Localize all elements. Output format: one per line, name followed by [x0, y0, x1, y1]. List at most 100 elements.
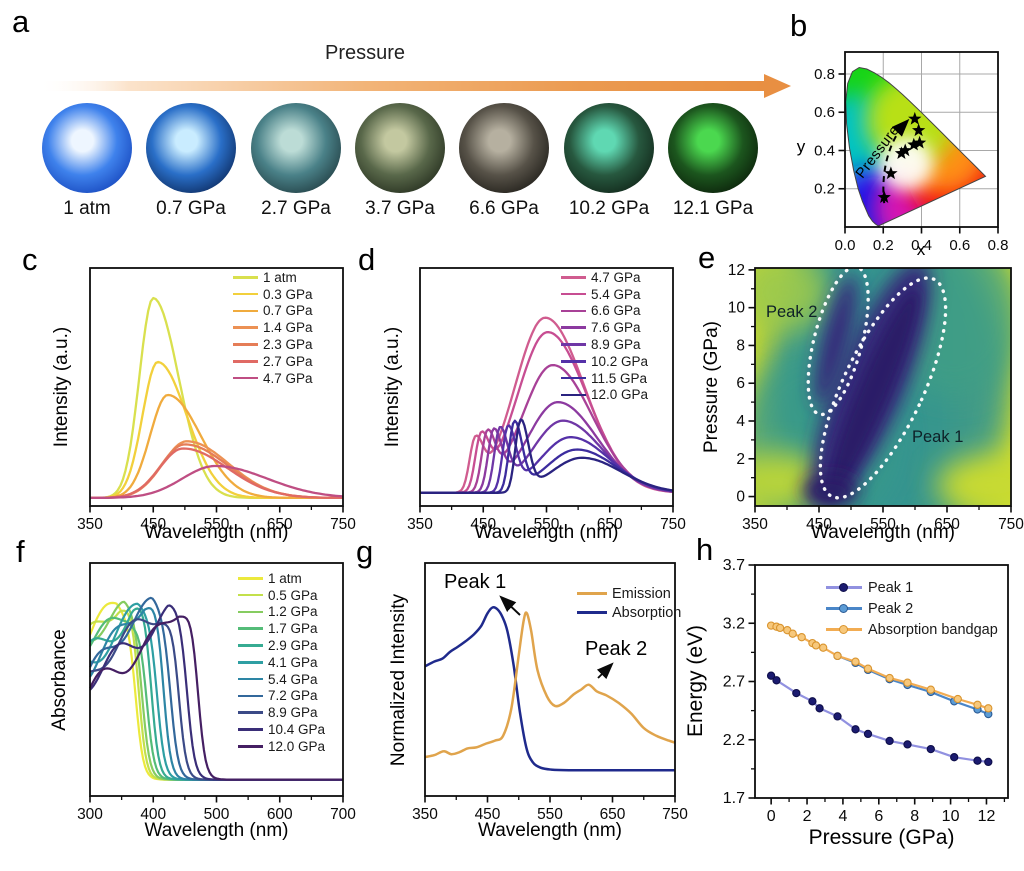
- legend-line-swatch: [233, 309, 258, 313]
- svg-text:400: 400: [140, 806, 166, 823]
- cie-chromaticity-chart: 0.0 0.2 0.4 0.6 0.8 0.2 0.4 0.6 0.8: [814, 51, 1009, 254]
- panel-d-x-axis-label: Wavelength (nm): [474, 522, 619, 543]
- cie-x-axis-label: x: [916, 240, 926, 259]
- cie-y-axis-label: y: [796, 137, 806, 156]
- legend-item: Emission: [577, 584, 681, 603]
- svg-text:3.2: 3.2: [723, 615, 745, 632]
- panel-h-legend: Peak 1 Peak 2 Absorption bandgap: [826, 577, 998, 640]
- panel-h-label: h: [696, 532, 714, 567]
- svg-text:300: 300: [77, 806, 103, 823]
- peak1-annotation: Peak 1: [444, 571, 507, 593]
- legend-line-swatch: [238, 577, 263, 580]
- legend-item: 1 atm: [233, 269, 313, 286]
- sample-photo: [355, 103, 445, 193]
- legend-line-swatch: [238, 644, 263, 647]
- svg-text:450: 450: [470, 516, 496, 533]
- svg-text:450: 450: [475, 806, 501, 823]
- svg-text:0: 0: [736, 489, 745, 506]
- legend-line-swatch: [561, 393, 586, 397]
- sample-photo: [42, 103, 132, 193]
- legend-item: 1 atm: [238, 570, 325, 587]
- emission-absorption-overlay-chart: 350 450 550 650 750: [412, 562, 688, 823]
- panel-d-label: d: [358, 242, 376, 277]
- panel-h-y-axis-label: Energy (eV): [684, 624, 707, 738]
- sample-photo: [564, 103, 654, 193]
- legend-line-swatch: [238, 627, 263, 631]
- panel-h-x-axis-label: Pressure (GPa): [808, 826, 955, 849]
- panel-e-y-axis-label: Pressure (GPa): [701, 321, 722, 453]
- legend-line-swatch: [233, 326, 258, 330]
- svg-text:550: 550: [537, 806, 563, 823]
- sample-label: 12.1 GPa: [672, 198, 754, 219]
- panel-d-y-axis-label: Intensity (a.u.): [382, 326, 403, 448]
- svg-text:650: 650: [600, 806, 626, 823]
- svg-text:0.0: 0.0: [835, 237, 856, 254]
- panel-c-label: c: [22, 242, 38, 277]
- sample-photo: [668, 103, 758, 193]
- svg-text:350: 350: [412, 806, 438, 823]
- panel-c-y-axis-label: Intensity (a.u.): [51, 326, 72, 448]
- svg-text:350: 350: [77, 516, 103, 533]
- legend-line-swatch: [238, 728, 263, 731]
- legend-line-swatch: [233, 343, 258, 346]
- heatmap-peak2-annotation: Peak 2: [766, 303, 818, 321]
- svg-text:350: 350: [742, 516, 768, 533]
- svg-text:750: 750: [660, 516, 686, 533]
- legend-item: Peak 2: [826, 598, 998, 619]
- svg-text:6: 6: [874, 808, 883, 825]
- svg-text:2: 2: [803, 808, 812, 825]
- panel-g-label: g: [356, 534, 374, 569]
- legend-item: 0.5 GPa: [238, 587, 325, 604]
- svg-text:2.7: 2.7: [723, 674, 745, 691]
- svg-text:0.6: 0.6: [814, 104, 835, 121]
- panel-b-label: b: [790, 8, 808, 43]
- svg-text:0: 0: [767, 808, 776, 825]
- heatmap-peak1-annotation: Peak 1: [912, 428, 964, 446]
- svg-text:750: 750: [330, 516, 356, 533]
- legend-line-swatch: [561, 326, 586, 330]
- legend-line-swatch: [561, 376, 586, 380]
- legend-line-swatch: [233, 360, 258, 363]
- legend-line-marker-swatch: [826, 624, 862, 635]
- sample-label: 2.7 GPa: [261, 198, 331, 219]
- sample-photo: [251, 103, 341, 193]
- legend-item: 11.5 GPa: [561, 370, 648, 387]
- legend-line-swatch: [233, 276, 258, 279]
- svg-text:12: 12: [728, 262, 745, 279]
- legend-item: 0.3 GPa: [233, 286, 313, 303]
- legend-line-marker-swatch: [826, 603, 862, 614]
- panel-g-legend: Emission Absorption: [577, 584, 681, 622]
- svg-text:0.8: 0.8: [988, 237, 1009, 254]
- svg-text:8: 8: [736, 337, 745, 354]
- svg-text:750: 750: [662, 806, 688, 823]
- svg-text:650: 650: [934, 516, 960, 533]
- legend-line-marker-swatch: [826, 582, 862, 593]
- panel-f-x-axis-label: Wavelength (nm): [144, 820, 289, 841]
- legend-item: 5.4 GPa: [238, 671, 325, 688]
- sample-label: 10.2 GPa: [568, 198, 650, 219]
- legend-item: 7.6 GPa: [561, 319, 648, 336]
- panel-c-x-axis-label: Wavelength (nm): [144, 522, 289, 543]
- sample-label: 3.7 GPa: [365, 198, 435, 219]
- legend-line-swatch: [561, 309, 586, 313]
- legend-item: Absorption bandgap: [826, 619, 998, 640]
- svg-text:0.2: 0.2: [873, 237, 894, 254]
- legend-line-swatch: [238, 745, 263, 748]
- legend-item: 8.9 GPa: [561, 336, 648, 353]
- legend-line-swatch: [577, 592, 607, 595]
- svg-text:700: 700: [330, 806, 356, 823]
- emission-spectra-low-pressure-chart: 350 450 550 650 750: [77, 267, 356, 533]
- pressure-arrow-label: Pressure: [324, 42, 406, 64]
- panel-d-legend: 4.7 GPa 5.4 GPa 6.6 GPa 7.6 GPa 8.9 GPa …: [561, 269, 648, 403]
- svg-text:550: 550: [870, 516, 896, 533]
- pressure-wavelength-heatmap: 350 450 550 650 750 0 2 4 6 8 10 12: [728, 262, 1024, 533]
- svg-text:2: 2: [736, 451, 745, 468]
- svg-text:650: 650: [597, 516, 623, 533]
- emission-spectra-high-pressure-chart: 350 450 550 650 750: [407, 267, 686, 533]
- panel-a-label: a: [12, 4, 30, 39]
- legend-line-swatch: [233, 292, 258, 296]
- pressure-arrow: [42, 74, 791, 98]
- svg-text:0.4: 0.4: [911, 237, 932, 254]
- legend-item: 4.7 GPa: [233, 370, 313, 387]
